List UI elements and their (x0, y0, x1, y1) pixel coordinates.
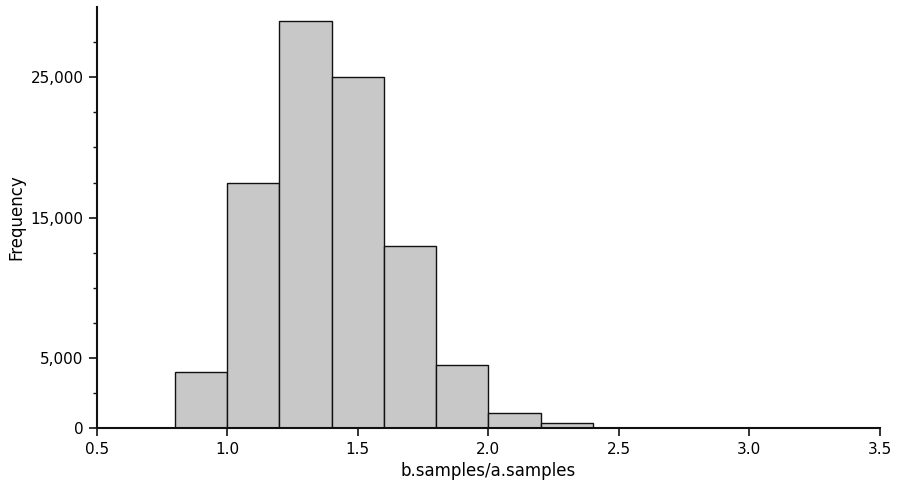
Bar (488, 413, 540, 428)
Bar (332, 77, 384, 428)
Bar (280, 21, 332, 428)
Bar (227, 183, 280, 428)
Bar (175, 372, 227, 428)
X-axis label: b.samples/a.samples: b.samples/a.samples (401, 462, 576, 480)
Bar (436, 365, 488, 428)
Bar (540, 423, 592, 428)
Y-axis label: Frequency: Frequency (7, 175, 25, 261)
Bar (384, 246, 436, 428)
